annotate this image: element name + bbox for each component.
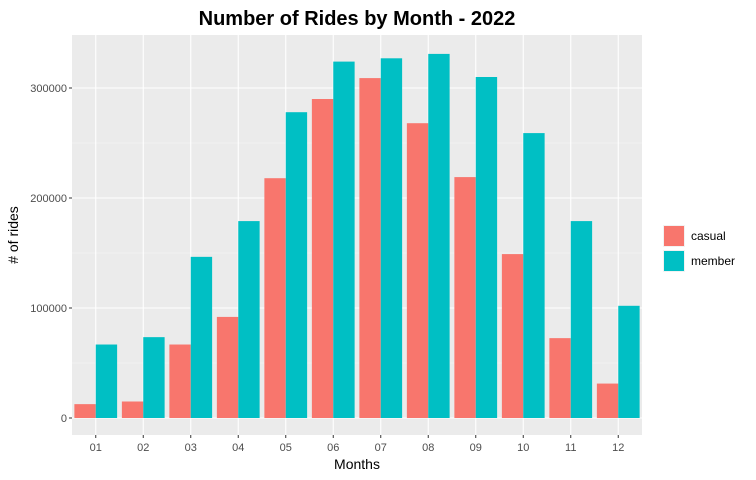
x-tick-label: 07 bbox=[375, 442, 387, 454]
legend-label-casual: casual bbox=[691, 229, 726, 243]
bar-member-05 bbox=[285, 112, 308, 418]
bar-casual-04 bbox=[216, 316, 239, 418]
x-axis: 01 02 03 04 05 06 07 08 09 10 11 12 bbox=[90, 435, 624, 454]
legend-label-member: member bbox=[691, 254, 735, 268]
bar-casual-05 bbox=[264, 178, 286, 418]
bar-casual-06 bbox=[311, 99, 334, 418]
x-tick-label: 05 bbox=[280, 442, 292, 454]
bar-casual-03 bbox=[169, 344, 191, 418]
bar-casual-02 bbox=[121, 401, 144, 418]
bar-member-02 bbox=[143, 337, 165, 418]
bar-member-03 bbox=[190, 256, 213, 418]
bar-casual-07 bbox=[359, 78, 381, 418]
bar-member-10 bbox=[523, 133, 545, 418]
x-tick-label: 10 bbox=[517, 442, 529, 454]
x-tick-label: 09 bbox=[470, 442, 482, 454]
plot-panel bbox=[72, 35, 642, 435]
bar-casual-11 bbox=[549, 338, 571, 418]
x-axis-title: Months bbox=[334, 456, 380, 472]
legend-swatch-casual bbox=[664, 226, 684, 246]
bar-casual-08 bbox=[406, 123, 429, 418]
x-tick-label: 06 bbox=[327, 442, 339, 454]
bar-member-01 bbox=[95, 344, 118, 418]
bar-casual-10 bbox=[501, 254, 524, 418]
minor-gridlines bbox=[72, 142, 642, 364]
x-tick-label: 01 bbox=[90, 442, 102, 454]
bar-member-09 bbox=[475, 77, 498, 418]
y-tick-label: 300000 bbox=[30, 83, 67, 95]
y-tick-label: 200000 bbox=[30, 193, 67, 205]
x-tick-label: 04 bbox=[232, 442, 244, 454]
bars bbox=[74, 53, 640, 419]
bar-casual-09 bbox=[454, 177, 476, 418]
x-tick-label: 02 bbox=[137, 442, 149, 454]
legend: casual member bbox=[663, 225, 735, 272]
y-axis-title: # of rides bbox=[5, 206, 21, 264]
bar-member-06 bbox=[333, 61, 355, 418]
y-tick-label: 100000 bbox=[30, 303, 67, 315]
bar-member-04 bbox=[238, 221, 260, 418]
bar-member-12 bbox=[618, 305, 640, 418]
y-tick-label: 0 bbox=[61, 413, 67, 425]
bar-casual-01 bbox=[74, 404, 96, 418]
bar-member-07 bbox=[380, 58, 403, 419]
x-tick-label: 03 bbox=[185, 442, 197, 454]
chart-title: Number of Rides by Month - 2022 bbox=[199, 8, 516, 30]
bar-member-08 bbox=[428, 53, 450, 419]
bar-casual-12 bbox=[596, 383, 619, 418]
legend-swatch-member bbox=[664, 251, 684, 271]
y-axis: 0 100000 200000 300000 bbox=[30, 83, 72, 425]
x-tick-label: 08 bbox=[422, 442, 434, 454]
x-tick-label: 11 bbox=[565, 442, 576, 454]
bar-member-11 bbox=[570, 221, 593, 418]
x-tick-label: 12 bbox=[612, 442, 624, 454]
